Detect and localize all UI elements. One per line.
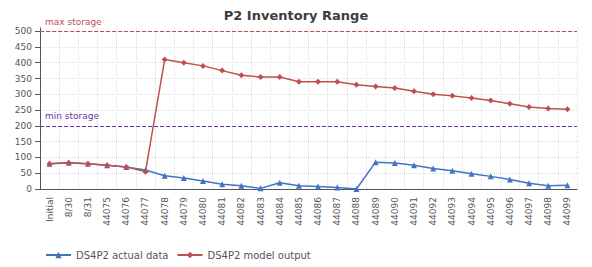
svg-text:Initial: Initial [45,197,55,222]
svg-text:44091: 44091 [409,197,419,226]
svg-text:44088: 44088 [351,197,361,226]
svg-text:300: 300 [15,89,32,99]
svg-text:44094: 44094 [467,197,477,226]
svg-text:44090: 44090 [390,197,400,226]
svg-text:44084: 44084 [275,197,285,226]
svg-text:450: 450 [15,42,32,52]
svg-text:50: 50 [21,168,33,178]
svg-text:44093: 44093 [447,197,457,226]
svg-text:400: 400 [15,58,32,68]
svg-text:500: 500 [15,26,32,36]
svg-text:44077: 44077 [140,197,150,226]
svg-text:44089: 44089 [371,197,381,226]
svg-text:44095: 44095 [486,197,496,226]
svg-text:44097: 44097 [524,197,534,226]
svg-text:min storage: min storage [45,111,99,121]
svg-text:44075: 44075 [102,197,112,226]
svg-text:max storage: max storage [45,17,102,27]
svg-text:100: 100 [15,152,32,162]
svg-text:44098: 44098 [543,197,553,226]
svg-text:350: 350 [15,74,32,84]
svg-text:44096: 44096 [505,197,515,226]
svg-text:DS4P2 model output: DS4P2 model output [207,250,310,261]
svg-text:44082: 44082 [236,197,246,226]
svg-text:200: 200 [15,121,32,131]
svg-text:44099: 44099 [562,197,572,226]
svg-text:P2 Inventory Range: P2 Inventory Range [224,8,369,23]
svg-text:8/30: 8/30 [64,197,74,217]
svg-text:44079: 44079 [179,197,189,226]
svg-text:0: 0 [26,184,32,194]
svg-text:44080: 44080 [198,197,208,226]
svg-text:44078: 44078 [160,197,170,226]
svg-text:44085: 44085 [294,197,304,226]
svg-text:150: 150 [15,137,32,147]
svg-text:44076: 44076 [121,197,131,226]
svg-text:44081: 44081 [217,197,227,226]
svg-text:44092: 44092 [428,197,438,226]
svg-text:44087: 44087 [332,197,342,226]
svg-text:8/31: 8/31 [83,197,93,217]
svg-text:44086: 44086 [313,197,323,226]
svg-text:44083: 44083 [256,197,266,226]
svg-text:DS4P2 actual data: DS4P2 actual data [76,250,168,261]
svg-text:250: 250 [15,105,32,115]
